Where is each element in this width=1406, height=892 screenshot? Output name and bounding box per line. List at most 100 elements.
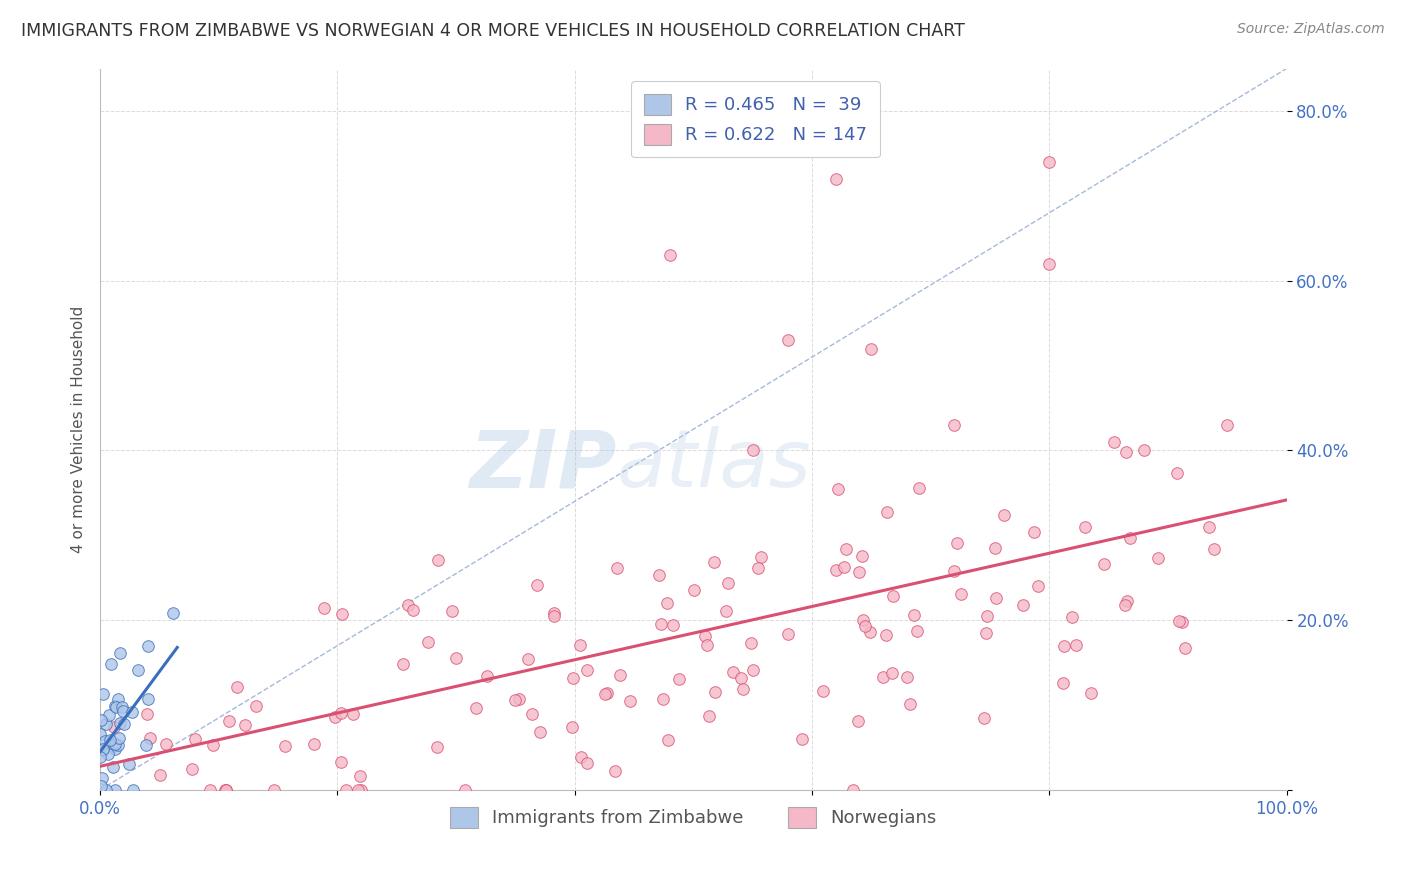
Point bbox=[349, 769, 371, 783]
Point bbox=[575, 756, 598, 771]
Point bbox=[733, 681, 755, 696]
Point bbox=[1174, 641, 1197, 656]
Point bbox=[101, 737, 124, 751]
Point bbox=[103, 720, 125, 734]
Point bbox=[90, 771, 112, 785]
Point bbox=[905, 624, 928, 638]
Point bbox=[516, 652, 538, 666]
Point bbox=[593, 687, 616, 701]
Point bbox=[89, 750, 111, 764]
Point bbox=[465, 700, 488, 714]
Point bbox=[882, 589, 904, 603]
Point bbox=[122, 783, 145, 797]
Point bbox=[218, 714, 240, 728]
Point bbox=[609, 668, 631, 682]
Point bbox=[543, 609, 565, 624]
Point bbox=[1060, 609, 1083, 624]
Point bbox=[1102, 434, 1125, 449]
Point bbox=[101, 739, 124, 753]
Point bbox=[900, 697, 922, 711]
Point bbox=[1147, 551, 1170, 566]
Point bbox=[1012, 598, 1035, 612]
Point bbox=[749, 550, 772, 565]
Point bbox=[214, 783, 236, 797]
Point bbox=[903, 608, 925, 623]
Point bbox=[1080, 686, 1102, 700]
Point bbox=[1064, 638, 1087, 652]
Point bbox=[107, 731, 129, 745]
Legend: Immigrants from Zimbabwe, Norwegians: Immigrants from Zimbabwe, Norwegians bbox=[443, 800, 943, 835]
Point bbox=[827, 483, 849, 497]
Y-axis label: 4 or more Vehicles in Household: 4 or more Vehicles in Household bbox=[72, 306, 86, 553]
Point bbox=[274, 739, 297, 754]
Point bbox=[778, 333, 800, 347]
Point bbox=[104, 698, 127, 713]
Point bbox=[730, 671, 752, 685]
Point bbox=[974, 625, 997, 640]
Point bbox=[127, 663, 149, 677]
Point bbox=[778, 626, 800, 640]
Point bbox=[696, 638, 718, 652]
Point bbox=[668, 672, 690, 686]
Point bbox=[853, 619, 876, 633]
Point bbox=[508, 691, 530, 706]
Point bbox=[90, 780, 112, 794]
Point bbox=[658, 248, 681, 262]
Point bbox=[721, 665, 744, 679]
Point bbox=[441, 604, 464, 618]
Point bbox=[841, 783, 863, 797]
Point bbox=[155, 737, 177, 751]
Point bbox=[214, 782, 236, 797]
Point bbox=[1074, 520, 1097, 534]
Point bbox=[1116, 593, 1139, 607]
Point bbox=[94, 783, 117, 797]
Point bbox=[657, 733, 679, 747]
Point bbox=[872, 669, 894, 683]
Point bbox=[181, 763, 204, 777]
Point bbox=[89, 727, 111, 741]
Point bbox=[1168, 614, 1191, 628]
Point bbox=[825, 563, 848, 577]
Point bbox=[330, 755, 353, 769]
Point bbox=[543, 606, 565, 620]
Point bbox=[1092, 558, 1115, 572]
Point bbox=[852, 613, 875, 627]
Point bbox=[91, 687, 114, 701]
Point bbox=[184, 732, 207, 747]
Point bbox=[149, 768, 172, 782]
Point bbox=[226, 680, 249, 694]
Point bbox=[111, 700, 134, 714]
Point bbox=[683, 583, 706, 598]
Text: Source: ZipAtlas.com: Source: ZipAtlas.com bbox=[1237, 22, 1385, 37]
Point bbox=[824, 172, 846, 186]
Point bbox=[107, 738, 129, 752]
Point bbox=[454, 783, 477, 797]
Point bbox=[875, 627, 897, 641]
Point bbox=[740, 636, 762, 650]
Point bbox=[984, 591, 1007, 605]
Point bbox=[950, 587, 973, 601]
Point bbox=[526, 578, 548, 592]
Point bbox=[330, 706, 353, 721]
Text: IMMIGRANTS FROM ZIMBABWE VS NORWEGIAN 4 OR MORE VEHICLES IN HOUSEHOLD CORRELATIO: IMMIGRANTS FROM ZIMBABWE VS NORWEGIAN 4 … bbox=[21, 22, 965, 40]
Point bbox=[984, 541, 1007, 555]
Point bbox=[973, 711, 995, 725]
Point bbox=[323, 710, 346, 724]
Point bbox=[1115, 445, 1137, 459]
Point bbox=[418, 635, 440, 649]
Point bbox=[391, 657, 413, 671]
Point bbox=[569, 749, 592, 764]
Point bbox=[139, 731, 162, 745]
Point bbox=[94, 733, 117, 747]
Point bbox=[342, 706, 364, 721]
Point bbox=[97, 747, 120, 761]
Point bbox=[896, 670, 918, 684]
Point bbox=[596, 686, 619, 700]
Text: atlas: atlas bbox=[616, 426, 811, 504]
Point bbox=[107, 691, 129, 706]
Point bbox=[330, 607, 353, 622]
Text: ZIP: ZIP bbox=[468, 426, 616, 504]
Point bbox=[908, 481, 931, 495]
Point bbox=[1198, 519, 1220, 533]
Point bbox=[105, 699, 128, 714]
